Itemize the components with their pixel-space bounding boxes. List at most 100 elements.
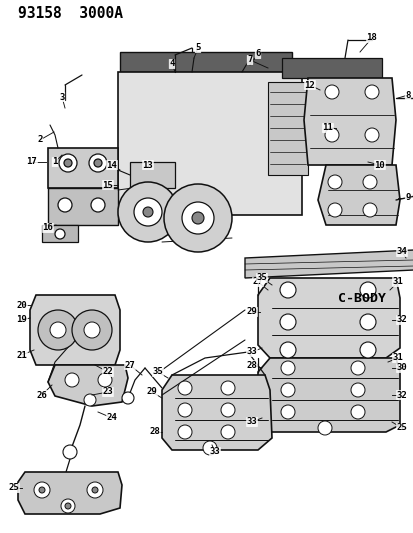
Polygon shape bbox=[161, 375, 271, 450]
Circle shape bbox=[280, 383, 294, 397]
Circle shape bbox=[87, 482, 103, 498]
Polygon shape bbox=[48, 148, 118, 188]
Text: 32: 32 bbox=[396, 391, 406, 400]
Text: 6: 6 bbox=[255, 50, 260, 59]
Text: 33: 33 bbox=[209, 448, 220, 456]
Text: 15: 15 bbox=[102, 181, 113, 190]
Text: 13: 13 bbox=[142, 160, 153, 169]
Circle shape bbox=[202, 441, 216, 455]
Text: 3: 3 bbox=[59, 93, 64, 101]
Circle shape bbox=[72, 310, 112, 350]
Text: 25: 25 bbox=[396, 424, 406, 432]
Circle shape bbox=[84, 394, 96, 406]
Text: 18: 18 bbox=[366, 34, 377, 43]
Polygon shape bbox=[42, 225, 78, 242]
Text: 12: 12 bbox=[304, 80, 315, 90]
Polygon shape bbox=[130, 162, 175, 188]
Text: 9: 9 bbox=[404, 193, 410, 203]
Circle shape bbox=[362, 175, 376, 189]
Circle shape bbox=[279, 282, 295, 298]
Circle shape bbox=[39, 487, 45, 493]
Text: 21: 21 bbox=[17, 351, 27, 359]
Circle shape bbox=[359, 282, 375, 298]
Text: 10: 10 bbox=[374, 160, 385, 169]
Circle shape bbox=[94, 159, 102, 167]
Circle shape bbox=[350, 361, 364, 375]
Circle shape bbox=[84, 322, 100, 338]
Text: 19: 19 bbox=[17, 316, 27, 325]
Circle shape bbox=[38, 310, 78, 350]
Circle shape bbox=[221, 425, 235, 439]
Circle shape bbox=[164, 184, 231, 252]
Text: 23: 23 bbox=[102, 387, 113, 397]
Circle shape bbox=[89, 154, 107, 172]
Polygon shape bbox=[281, 58, 381, 78]
Circle shape bbox=[324, 85, 338, 99]
Text: 30: 30 bbox=[396, 364, 406, 373]
Circle shape bbox=[279, 314, 295, 330]
Circle shape bbox=[182, 202, 214, 234]
Text: 31: 31 bbox=[392, 278, 402, 287]
Text: 20: 20 bbox=[17, 301, 27, 310]
Text: 27: 27 bbox=[252, 278, 263, 287]
Circle shape bbox=[63, 445, 77, 459]
Text: 22: 22 bbox=[102, 367, 113, 376]
Circle shape bbox=[65, 373, 79, 387]
Circle shape bbox=[64, 159, 72, 167]
Polygon shape bbox=[48, 365, 128, 406]
Text: 1: 1 bbox=[52, 157, 57, 166]
Circle shape bbox=[359, 314, 375, 330]
Polygon shape bbox=[48, 188, 118, 225]
Polygon shape bbox=[120, 52, 291, 72]
Text: 11: 11 bbox=[322, 124, 332, 133]
Circle shape bbox=[61, 499, 75, 513]
Text: 4: 4 bbox=[169, 60, 174, 69]
Text: 34: 34 bbox=[396, 247, 406, 256]
Text: 14: 14 bbox=[107, 160, 117, 169]
Text: 5: 5 bbox=[195, 44, 200, 52]
Circle shape bbox=[178, 425, 192, 439]
Text: 29: 29 bbox=[246, 308, 257, 317]
Circle shape bbox=[221, 403, 235, 417]
Text: 28: 28 bbox=[246, 360, 257, 369]
Circle shape bbox=[142, 207, 153, 217]
Polygon shape bbox=[257, 278, 399, 358]
Circle shape bbox=[98, 373, 112, 387]
Circle shape bbox=[65, 503, 71, 509]
Polygon shape bbox=[118, 72, 301, 215]
Circle shape bbox=[58, 198, 72, 212]
Text: 29: 29 bbox=[146, 387, 157, 397]
Text: 7: 7 bbox=[247, 55, 252, 64]
Circle shape bbox=[178, 403, 192, 417]
Text: 8: 8 bbox=[404, 91, 410, 100]
Circle shape bbox=[221, 381, 235, 395]
Circle shape bbox=[350, 383, 364, 397]
Circle shape bbox=[192, 212, 204, 224]
Circle shape bbox=[364, 128, 378, 142]
Text: 35: 35 bbox=[152, 367, 163, 376]
Circle shape bbox=[178, 381, 192, 395]
Circle shape bbox=[55, 229, 65, 239]
Circle shape bbox=[279, 342, 295, 358]
Circle shape bbox=[327, 175, 341, 189]
Circle shape bbox=[364, 85, 378, 99]
Text: C-BODY: C-BODY bbox=[337, 292, 385, 304]
Circle shape bbox=[50, 322, 66, 338]
Circle shape bbox=[118, 182, 178, 242]
Circle shape bbox=[327, 203, 341, 217]
Circle shape bbox=[34, 482, 50, 498]
Text: 2: 2 bbox=[37, 135, 43, 144]
Polygon shape bbox=[267, 82, 307, 175]
Text: 16: 16 bbox=[43, 223, 53, 232]
Polygon shape bbox=[30, 295, 120, 365]
Polygon shape bbox=[257, 358, 399, 432]
Circle shape bbox=[280, 361, 294, 375]
Text: 32: 32 bbox=[396, 316, 406, 325]
Text: 93158  3000A: 93158 3000A bbox=[18, 6, 123, 21]
Circle shape bbox=[359, 342, 375, 358]
Circle shape bbox=[92, 487, 98, 493]
Circle shape bbox=[317, 421, 331, 435]
Polygon shape bbox=[18, 472, 122, 514]
Text: 25: 25 bbox=[9, 483, 19, 492]
Circle shape bbox=[134, 198, 161, 226]
